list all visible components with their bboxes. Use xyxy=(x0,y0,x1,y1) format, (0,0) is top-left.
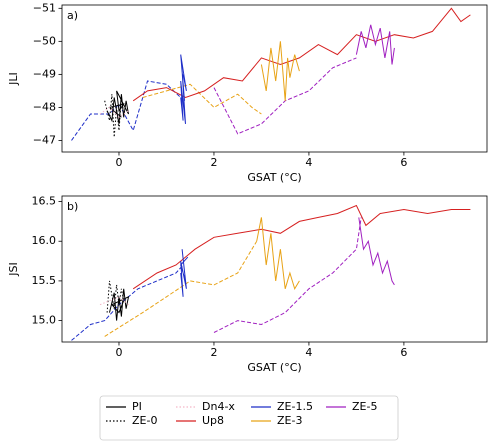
x-tick-label: 0 xyxy=(115,156,122,169)
series-line xyxy=(99,296,129,306)
y-tick-label: 15.5 xyxy=(32,274,57,287)
y-tick-label: −50 xyxy=(33,34,56,47)
y-tick-label: 16.0 xyxy=(32,234,57,247)
legend-label: ZE-0 xyxy=(132,414,157,427)
series-line xyxy=(260,41,300,101)
series-line xyxy=(106,90,129,124)
series-line xyxy=(106,280,125,313)
legend-label: Up8 xyxy=(202,414,224,427)
plot-area xyxy=(71,204,471,341)
legend-label: ZE-1.5 xyxy=(277,400,313,413)
panel-label: a) xyxy=(67,9,78,22)
y-tick-label: −47 xyxy=(33,133,56,146)
x-tick-label: 4 xyxy=(305,346,312,359)
y-tick-label: −48 xyxy=(33,100,56,113)
legend-label: ZE-5 xyxy=(352,400,377,413)
x-tick-label: 0 xyxy=(115,346,122,359)
legend-label: PI xyxy=(132,400,142,413)
y-tick-label: −49 xyxy=(33,67,56,80)
series-line xyxy=(99,106,129,118)
series-line xyxy=(71,80,182,141)
axes-frame xyxy=(61,4,488,153)
series-line xyxy=(109,288,130,321)
legend-label: Dn4-x xyxy=(202,400,235,413)
series-line xyxy=(355,24,395,65)
x-tick-label: 2 xyxy=(210,346,217,359)
x-tick-label: 4 xyxy=(305,156,312,169)
x-tick-label: 6 xyxy=(400,156,407,169)
panel-label: b) xyxy=(67,200,78,213)
y-axis-label: JLI xyxy=(7,72,20,86)
y-tick-label: 16.5 xyxy=(32,195,57,208)
series-line xyxy=(180,249,189,297)
series-line xyxy=(256,217,300,291)
series-line xyxy=(213,217,362,333)
x-tick-label: 6 xyxy=(400,346,407,359)
plot-area xyxy=(71,7,471,141)
series-line xyxy=(104,94,125,138)
y-tick-label: 15.0 xyxy=(32,314,57,327)
axes-frame xyxy=(61,195,488,343)
x-tick-label: 2 xyxy=(210,156,217,169)
series-line xyxy=(142,83,262,115)
series-line xyxy=(180,54,187,124)
series-line xyxy=(132,7,471,102)
y-tick-label: −51 xyxy=(33,1,56,14)
y-axis-label: JSI xyxy=(7,262,20,276)
legend-frame xyxy=(99,395,399,441)
series-line xyxy=(132,204,471,290)
x-axis-label: GSAT (°C) xyxy=(247,171,301,184)
legend-label: ZE-3 xyxy=(277,414,302,427)
series-line xyxy=(358,217,395,286)
series-line xyxy=(104,240,258,337)
x-axis-label: GSAT (°C) xyxy=(247,361,301,374)
